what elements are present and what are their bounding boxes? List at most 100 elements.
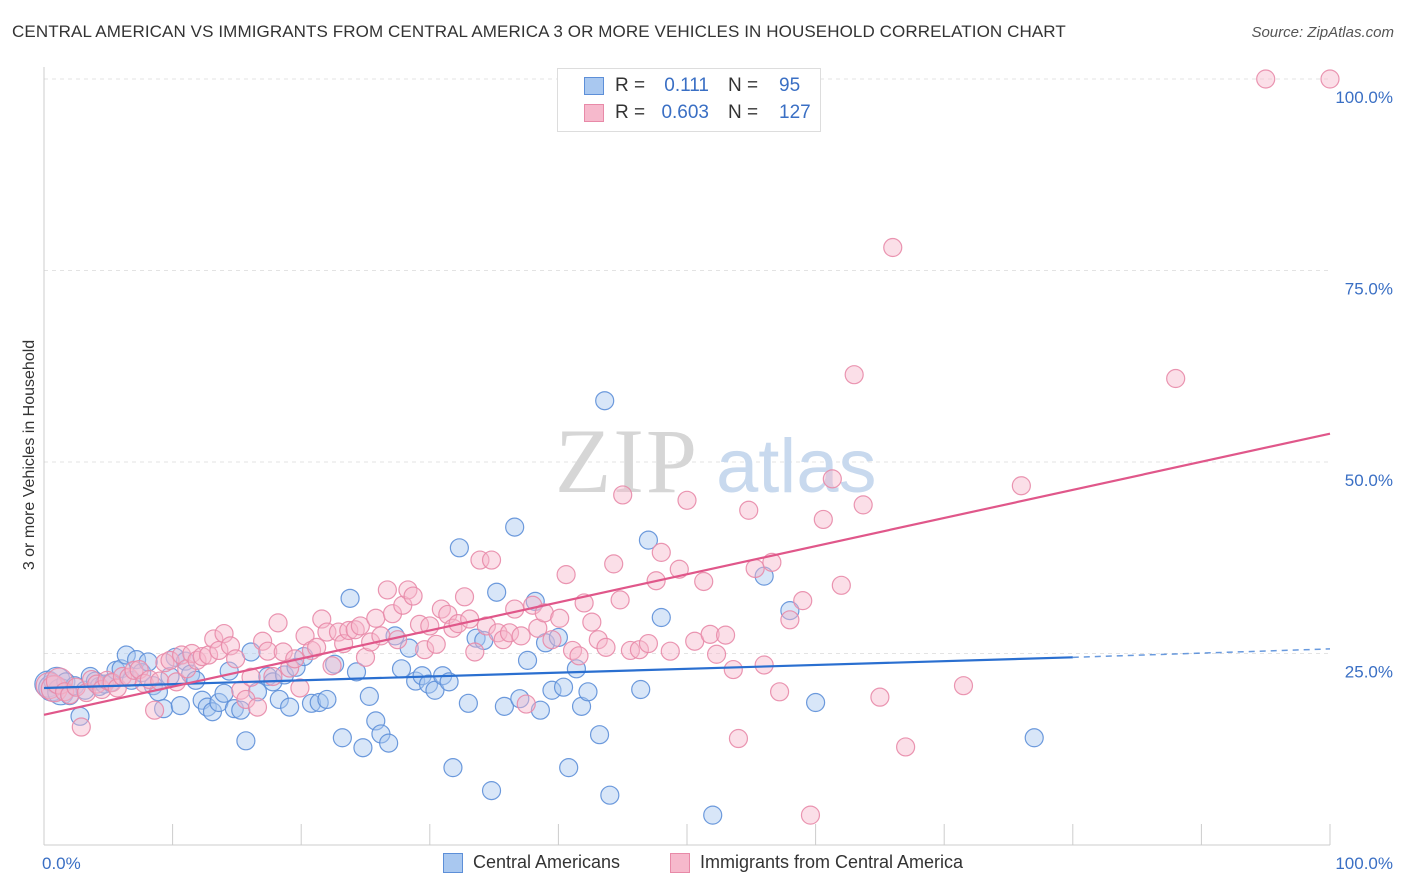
immigrants-point-70 [415, 640, 435, 660]
legend-swatch-blue [584, 77, 604, 95]
immigrants-point-119 [739, 500, 759, 520]
immigrants-point-109 [660, 641, 680, 661]
immigrants-point-6 [71, 717, 91, 737]
immigrants-point-59 [355, 647, 376, 667]
central-americans-point-48 [301, 693, 322, 713]
central-americans-point-45 [280, 697, 300, 717]
central-americans-point-89 [578, 682, 598, 702]
immigrants-point-135 [953, 676, 974, 696]
immigrants-point-121 [754, 655, 774, 675]
immigrants-point-114 [700, 624, 720, 644]
central-americans-point-90 [589, 725, 610, 745]
immigrants-point-82 [481, 550, 502, 570]
immigrants-point-37 [236, 689, 256, 710]
immigrants-point-31 [204, 629, 224, 649]
central-americans-point-38 [236, 731, 256, 751]
central-americans-point-37 [231, 700, 251, 720]
immigrants-point-131 [853, 495, 873, 515]
immigrants-point-40 [253, 631, 273, 651]
central-americans-point-93 [631, 679, 651, 700]
central-americans-point-56 [359, 686, 379, 706]
immigrants-point-87 [511, 626, 531, 646]
immigrants-point-127 [813, 509, 833, 530]
bottom-legend-label: Immigrants from Central America [700, 852, 964, 872]
central-americans-point-53 [340, 588, 360, 608]
immigrants-point-10 [92, 679, 112, 700]
immigrants-point-110 [669, 559, 689, 579]
central-americans-point-71 [458, 693, 478, 713]
central-americans-point-91 [595, 391, 615, 411]
legend-n-value: 95 [779, 75, 801, 96]
immigrants-point-132 [870, 687, 890, 707]
immigrants-point-99 [588, 630, 608, 650]
axes [43, 67, 1331, 846]
immigrants-point-4 [60, 685, 80, 705]
immigrants-point-78 [460, 609, 480, 629]
y-tick-label-0: 25.0% [1345, 663, 1393, 682]
immigrants-point-39 [247, 697, 268, 717]
legend-swatch-pink [584, 104, 604, 122]
immigrants-point-129 [831, 575, 851, 595]
immigrants-point-116 [715, 625, 736, 645]
legend-r-value: 0.111 [664, 75, 709, 96]
immigrants-point-16 [124, 660, 144, 680]
immigrants-point-94 [556, 565, 576, 585]
immigrants-point-86 [505, 599, 525, 619]
immigrants-point-134 [896, 737, 916, 757]
immigrants-point-80 [470, 550, 490, 570]
immigrants-point-137 [1166, 368, 1186, 389]
immigrants-point-52 [317, 622, 337, 642]
immigrants-point-108 [651, 542, 671, 562]
legend-r-value: 0.603 [661, 102, 709, 123]
tick-labels: 25.0% 50.0% 75.0% 100.0% 0.0% 100.0% [42, 88, 1393, 873]
immigrants-point-63 [377, 580, 397, 600]
trend-lines [43, 432, 1331, 716]
central-americans-point-92 [600, 785, 620, 805]
immigrants-point-72 [426, 634, 446, 654]
central-americans-point-77 [505, 517, 525, 537]
immigrants-point-96 [569, 646, 589, 666]
source-label: Source: ZipAtlas.com [1251, 24, 1394, 41]
central-americans-point-70 [449, 538, 469, 558]
immigrants-point-93 [550, 608, 570, 628]
legend-n-label: N = [728, 75, 759, 96]
central-americans-point-49 [309, 692, 329, 713]
immigrants-point-20 [144, 700, 165, 720]
immigrants-point-29 [192, 646, 212, 667]
central-americans-point-6 [65, 676, 85, 696]
x-tick-label-0: 0.0% [42, 854, 81, 873]
central-americans-point-83 [542, 680, 562, 700]
immigrants-point-45 [280, 658, 300, 678]
immigrants-point-23 [160, 650, 180, 670]
central-americans-point-74 [481, 781, 502, 801]
immigrants-point-117 [723, 659, 743, 680]
immigrants-point-100 [596, 637, 616, 657]
legend-n-value: 127 [779, 102, 811, 123]
legend-r-label: R = [615, 75, 646, 96]
immigrants-point-58 [350, 616, 370, 636]
immigrants-point-113 [694, 571, 714, 592]
central-americans-point-99 [805, 692, 826, 713]
central-americans-point-100 [1024, 728, 1044, 748]
immigrants-point-102 [610, 590, 630, 610]
central-americans-point-95 [651, 607, 671, 628]
immigrants-point-47 [290, 678, 310, 698]
watermark-atlas: atlas [716, 424, 877, 509]
immigrants-point-9 [87, 674, 107, 694]
immigrants-point-50 [307, 637, 327, 657]
immigrants-point-28 [187, 650, 207, 670]
immigrants-point-98 [582, 612, 602, 632]
immigrants-point-124 [780, 610, 800, 630]
immigrants-point-125 [793, 591, 813, 611]
central-americans-point-78 [510, 689, 530, 709]
central-americans-point-75 [487, 582, 507, 602]
immigrants-point-133 [883, 237, 903, 258]
central-americans-point-43 [269, 689, 289, 710]
immigrants-point-122 [762, 552, 782, 572]
legend-r-label: R = [615, 102, 646, 123]
immigrants-point-136 [1011, 476, 1031, 496]
bottom-swatch-blue [443, 853, 463, 873]
immigrants-point-57 [345, 620, 365, 640]
immigrants-point-123 [769, 682, 790, 702]
